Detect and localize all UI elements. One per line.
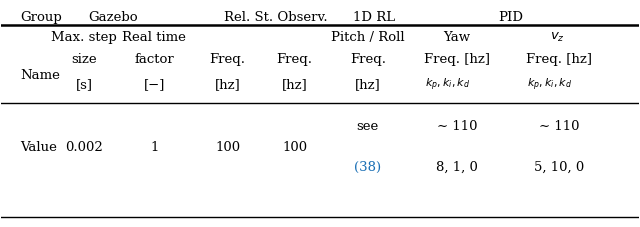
Text: Gazebo: Gazebo bbox=[88, 11, 138, 24]
Text: Value: Value bbox=[20, 141, 58, 154]
Text: PID: PID bbox=[499, 11, 524, 24]
Text: Freq. [hz]: Freq. [hz] bbox=[424, 53, 490, 66]
Text: Real time: Real time bbox=[122, 31, 186, 44]
Text: ∼ 110: ∼ 110 bbox=[539, 121, 579, 133]
Text: factor: factor bbox=[134, 53, 174, 66]
Text: [s]: [s] bbox=[76, 78, 93, 91]
Text: size: size bbox=[72, 53, 97, 66]
Text: 5, 10, 0: 5, 10, 0 bbox=[534, 161, 584, 174]
Text: 100: 100 bbox=[282, 141, 307, 154]
Text: $k_p, k_i, k_d$: $k_p, k_i, k_d$ bbox=[425, 76, 470, 93]
Text: Freq.: Freq. bbox=[210, 53, 246, 66]
Text: Pitch / Roll: Pitch / Roll bbox=[331, 31, 404, 44]
Text: $k_p, k_i, k_d$: $k_p, k_i, k_d$ bbox=[527, 76, 572, 93]
Text: Yaw: Yaw bbox=[444, 31, 470, 44]
Text: [−]: [−] bbox=[143, 78, 165, 91]
Text: 1D RL: 1D RL bbox=[353, 11, 396, 24]
Text: Name: Name bbox=[20, 69, 60, 82]
Text: ∼ 110: ∼ 110 bbox=[436, 121, 477, 133]
Text: Freq.: Freq. bbox=[276, 53, 312, 66]
Text: see: see bbox=[356, 121, 379, 133]
Text: 100: 100 bbox=[215, 141, 240, 154]
Text: Rel. St. Observ.: Rel. St. Observ. bbox=[223, 11, 327, 24]
Text: 0.002: 0.002 bbox=[65, 141, 103, 154]
Text: [hz]: [hz] bbox=[282, 78, 307, 91]
Text: [hz]: [hz] bbox=[355, 78, 381, 91]
Text: Max. step: Max. step bbox=[51, 31, 117, 44]
Text: Freq. [hz]: Freq. [hz] bbox=[526, 53, 592, 66]
Text: Group: Group bbox=[20, 11, 62, 24]
Text: (38): (38) bbox=[354, 161, 381, 174]
Text: Freq.: Freq. bbox=[350, 53, 386, 66]
Text: 8, 1, 0: 8, 1, 0 bbox=[436, 161, 478, 174]
Text: [hz]: [hz] bbox=[215, 78, 241, 91]
Text: $v_z$: $v_z$ bbox=[550, 31, 564, 44]
Text: 1: 1 bbox=[150, 141, 159, 154]
